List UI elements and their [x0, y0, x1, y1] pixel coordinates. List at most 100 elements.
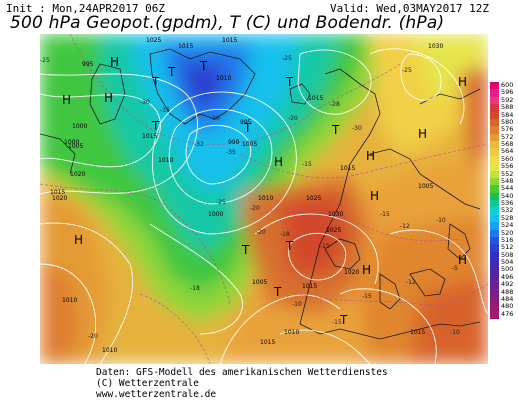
legend-label: 560	[501, 154, 514, 163]
isotherm-label: -20	[88, 333, 98, 340]
isotherm-label: -35	[226, 149, 236, 156]
isobar-label: 1010	[158, 157, 173, 164]
isobar-label: 990	[228, 139, 240, 146]
isobar-label: 1015	[302, 283, 317, 290]
isobar-label: 1000	[64, 139, 79, 146]
footer-credits: Daten: GFS-Modell des amerikanischen Wet…	[96, 367, 388, 400]
legend-label: 584	[501, 110, 514, 119]
legend-label: 596	[501, 88, 514, 97]
legend-label: 556	[501, 162, 514, 171]
isotherms	[40, 34, 488, 364]
map-title: 500 hPa Geopot.(gpdm), T (C) und Bodendr…	[10, 13, 445, 33]
low-pressure-marker: T	[199, 59, 208, 73]
isobar-label: 1030	[328, 211, 343, 218]
high-pressure-marker: H	[366, 149, 375, 163]
isobar-label: 1020	[70, 171, 85, 178]
footer-copyright: (C) Wetterzentrale	[96, 378, 199, 389]
legend-label: 548	[501, 176, 514, 185]
legend-swatch	[490, 310, 499, 319]
low-pressure-marker: T	[167, 65, 176, 79]
high-pressure-marker: H	[62, 93, 71, 107]
legend-label: 536	[501, 199, 514, 207]
isobar-label: 1010	[62, 297, 77, 304]
low-pressure-marker: T	[339, 313, 348, 327]
legend-label: 568	[501, 140, 514, 148]
legend-label: 576	[501, 125, 514, 134]
isotherm-label: -18	[190, 285, 200, 292]
low-pressure-marker: T	[241, 243, 250, 257]
isobar-label: 1015	[260, 339, 275, 346]
legend-label: 588	[501, 103, 514, 112]
isobar-label: 1025	[306, 195, 321, 202]
temperature-labels: -25 -30 -35 -32 -30 -25 -20 -28 -30 -35 -25 -20 -15 -…	[40, 55, 460, 340]
coastlines	[40, 48, 481, 340]
isotherm-label: -15	[380, 211, 390, 218]
isobar-label: 1015	[222, 37, 237, 44]
legend-label: 524	[501, 221, 514, 230]
color-legend: 600 596 592 588 584 580 576 572 568 564 560 556 552 5…	[490, 81, 516, 319]
legend-label: 552	[501, 169, 514, 178]
isobar-label: 995	[240, 119, 252, 126]
high-pressure-marker: H	[362, 263, 371, 277]
isobar-label: 1020	[344, 269, 359, 276]
legend-label: 484	[501, 294, 514, 303]
isobar-label: 1015	[50, 189, 65, 196]
isobar-label: 1005	[252, 279, 267, 286]
isotherm-label: -15	[320, 243, 330, 250]
isobar-label: 1015	[178, 43, 193, 50]
legend-label: 504	[501, 258, 514, 266]
isobar-label: 1010	[216, 75, 231, 82]
isotherm-label: -25	[216, 199, 226, 206]
isobar-label: 1025	[146, 37, 161, 44]
legend-label: 480	[501, 302, 514, 311]
isotherm-label: -32	[194, 141, 204, 148]
high-pressure-marker: H	[104, 91, 113, 105]
isobar-label: 1015	[142, 133, 157, 140]
isotherm-label: -20	[250, 205, 260, 212]
isotherm-label: -25	[40, 57, 50, 64]
legend-label: 476	[501, 309, 514, 318]
footer-data-source: Daten: GFS-Modell des amerikanischen Wet…	[96, 367, 388, 378]
low-pressure-marker: T	[285, 239, 294, 253]
legend-label: 592	[501, 95, 514, 104]
isobar-label: 1010	[258, 195, 273, 202]
high-pressure-marker: H	[110, 55, 119, 69]
isotherm-label: -20	[288, 115, 298, 122]
legend-label: 580	[501, 117, 514, 126]
isobar-label: 1025	[326, 227, 341, 234]
legend-label: 528	[501, 213, 514, 222]
isobar-label: 1005	[418, 183, 433, 190]
low-pressure-marker: T	[273, 285, 282, 299]
legend-label: 488	[501, 287, 514, 296]
isotherm-label: -10	[292, 301, 302, 308]
isobar-label: 1015	[410, 329, 425, 336]
isotherm-label: -10	[450, 329, 460, 336]
high-pressure-marker: H	[74, 233, 83, 247]
isotherm-label: -30	[210, 115, 220, 122]
isobar-label: 995	[82, 61, 94, 68]
geopotential-field	[40, 34, 488, 364]
isobar-label: 1010	[284, 329, 299, 336]
valid-time: Valid: Wed,03MAY2017 12Z	[330, 2, 489, 15]
isotherm-label: -20	[256, 229, 266, 236]
legend-label: 496	[501, 272, 514, 281]
init-time: Init : Mon,24APR2017 06Z	[6, 2, 165, 15]
legend-label: 508	[501, 250, 514, 259]
isobar-label: 1000	[72, 123, 87, 130]
low-pressure-marker: T	[285, 75, 294, 89]
legend-label: 600	[501, 81, 514, 89]
isobars	[40, 48, 488, 364]
legend-label: 544	[501, 184, 514, 193]
isotherm-label: -28	[330, 101, 340, 108]
legend-label: 572	[501, 132, 514, 141]
high-pressure-marker: H	[274, 155, 283, 169]
isobar-labels: 1025 1015 1015 1010 995 1000 1015 990 1010 1005 10…	[50, 37, 443, 354]
legend-label: 540	[501, 191, 514, 200]
legend-label: 492	[501, 280, 514, 289]
isobar-label: 1000	[208, 211, 223, 218]
high-pressure-marker: H	[458, 253, 467, 267]
isotherm-label: -25	[282, 55, 292, 62]
high-pressure-marker: H	[458, 75, 467, 89]
